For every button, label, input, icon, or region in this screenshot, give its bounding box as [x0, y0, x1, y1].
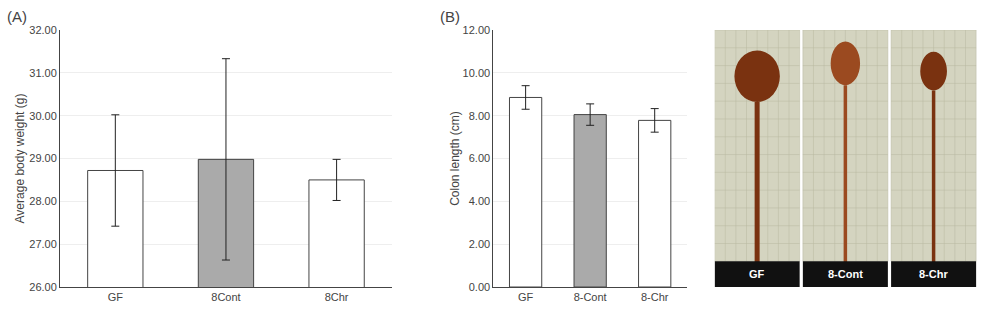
svg-text:30.00: 30.00 [29, 110, 57, 122]
svg-text:6.00: 6.00 [469, 152, 490, 164]
svg-text:4.00: 4.00 [469, 195, 490, 207]
svg-text:8-Cont: 8-Cont [574, 291, 607, 303]
svg-text:(A): (A) [7, 8, 27, 25]
svg-text:8.00: 8.00 [469, 110, 490, 122]
svg-text:Average body weight (g): Average body weight (g) [13, 94, 27, 224]
svg-text:(B): (B) [440, 8, 460, 25]
svg-text:GF: GF [518, 291, 534, 303]
svg-text:27.00: 27.00 [29, 238, 57, 250]
svg-text:8-Cont: 8-Cont [828, 268, 863, 280]
svg-text:32.00: 32.00 [29, 24, 57, 36]
svg-text:31.00: 31.00 [29, 67, 57, 79]
svg-text:8-Chr: 8-Chr [641, 291, 669, 303]
svg-text:28.00: 28.00 [29, 195, 57, 207]
svg-text:8-Chr: 8-Chr [919, 268, 948, 280]
svg-text:29.00: 29.00 [29, 152, 57, 164]
svg-text:26.00: 26.00 [29, 281, 57, 293]
svg-text:Colon length (cm): Colon length (cm) [448, 111, 462, 206]
svg-text:8Chr: 8Chr [325, 291, 349, 303]
svg-text:10.00: 10.00 [463, 67, 491, 79]
svg-text:2.00: 2.00 [469, 238, 490, 250]
svg-text:12.00: 12.00 [463, 24, 491, 36]
svg-text:8Cont: 8Cont [211, 291, 240, 303]
svg-text:GF: GF [749, 268, 765, 280]
svg-text:GF: GF [108, 291, 124, 303]
svg-text:0.00: 0.00 [469, 281, 490, 293]
